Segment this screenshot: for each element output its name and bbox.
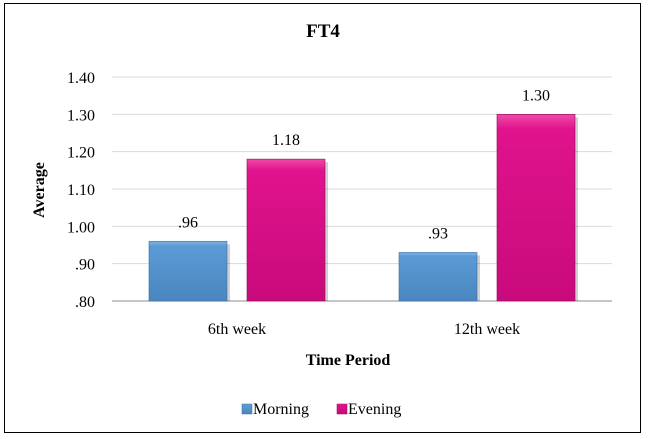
y-tick-label: 1.30 (67, 107, 95, 124)
y-tick-label: .90 (75, 257, 95, 274)
y-tick-labels: .80 .90 1.00 1.10 1.20 1.30 1.40 (67, 70, 95, 311)
legend-label-morning: Morning (253, 401, 309, 418)
x-tick-label: 6th week (208, 321, 266, 338)
y-tick-label: 1.20 (67, 145, 95, 162)
y-tick-label: .80 (75, 294, 95, 311)
data-labels: .96 1.18 .93 1.30 (178, 87, 550, 242)
bars (148, 114, 578, 302)
legend-label-evening: Evening (348, 401, 401, 418)
x-tick-label: 12th week (454, 321, 520, 338)
data-label: .96 (178, 214, 198, 231)
bar-morning (398, 252, 478, 302)
bar-evening (496, 114, 576, 302)
legend: Morning Evening (241, 401, 401, 418)
y-tick-label: 1.00 (67, 219, 95, 236)
legend-swatch-morning (241, 403, 253, 415)
x-axis-label: Time Period (306, 352, 391, 369)
bar-morning (148, 240, 228, 302)
legend-swatch-evening (336, 403, 348, 415)
x-tick-labels: 6th week 12th week (208, 321, 520, 338)
y-tick-label: 1.40 (67, 70, 95, 87)
chart-title: FT4 (306, 21, 340, 42)
y-tick-label: 1.10 (67, 182, 95, 199)
data-label: 1.18 (272, 132, 300, 149)
y-axis-label: Average (31, 162, 48, 218)
data-label: .93 (428, 225, 448, 242)
bar-evening (246, 158, 326, 302)
data-label: 1.30 (522, 87, 550, 104)
